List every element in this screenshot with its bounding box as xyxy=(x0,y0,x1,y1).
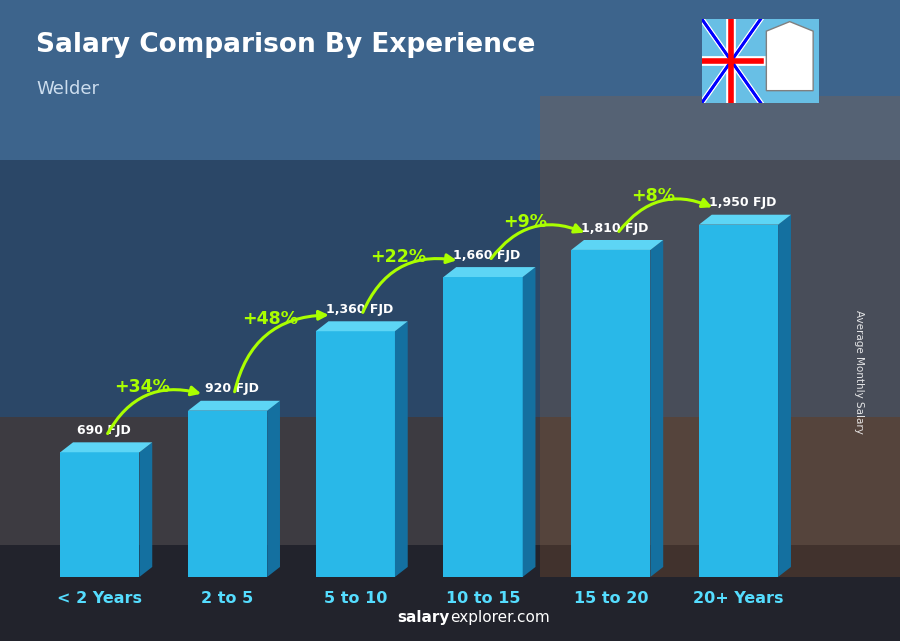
Polygon shape xyxy=(188,401,280,411)
Polygon shape xyxy=(395,321,408,577)
Text: 920 FJD: 920 FJD xyxy=(204,382,258,395)
Text: Average Monthly Salary: Average Monthly Salary xyxy=(854,310,865,434)
Text: +48%: +48% xyxy=(242,310,298,328)
Bar xyxy=(0,417,900,545)
Polygon shape xyxy=(267,401,280,577)
Polygon shape xyxy=(699,224,778,577)
Polygon shape xyxy=(316,321,408,331)
Bar xyxy=(0,0,900,160)
Polygon shape xyxy=(188,411,267,577)
Text: +9%: +9% xyxy=(503,213,547,231)
Text: 1,360 FJD: 1,360 FJD xyxy=(326,303,392,316)
Polygon shape xyxy=(60,442,152,453)
Polygon shape xyxy=(572,240,663,250)
Polygon shape xyxy=(651,240,663,577)
Text: explorer.com: explorer.com xyxy=(450,610,550,625)
Bar xyxy=(540,96,900,577)
Text: +22%: +22% xyxy=(370,248,426,266)
Polygon shape xyxy=(60,453,140,577)
Polygon shape xyxy=(767,22,814,90)
Polygon shape xyxy=(444,267,536,277)
Polygon shape xyxy=(316,331,395,577)
Polygon shape xyxy=(444,277,523,577)
Bar xyxy=(0,160,900,417)
Text: salary: salary xyxy=(398,610,450,625)
Polygon shape xyxy=(572,250,651,577)
Polygon shape xyxy=(699,215,791,224)
Text: Salary Comparison By Experience: Salary Comparison By Experience xyxy=(36,32,536,58)
Polygon shape xyxy=(778,215,791,577)
Polygon shape xyxy=(523,267,536,577)
Text: 690 FJD: 690 FJD xyxy=(76,424,130,437)
Text: 1,950 FJD: 1,950 FJD xyxy=(708,196,776,209)
Text: +34%: +34% xyxy=(114,378,170,396)
Text: 1,660 FJD: 1,660 FJD xyxy=(454,249,520,262)
Text: +8%: +8% xyxy=(631,187,675,205)
Polygon shape xyxy=(140,442,152,577)
Text: Welder: Welder xyxy=(36,80,99,98)
Bar xyxy=(0,545,900,641)
Text: 1,810 FJD: 1,810 FJD xyxy=(581,222,648,235)
